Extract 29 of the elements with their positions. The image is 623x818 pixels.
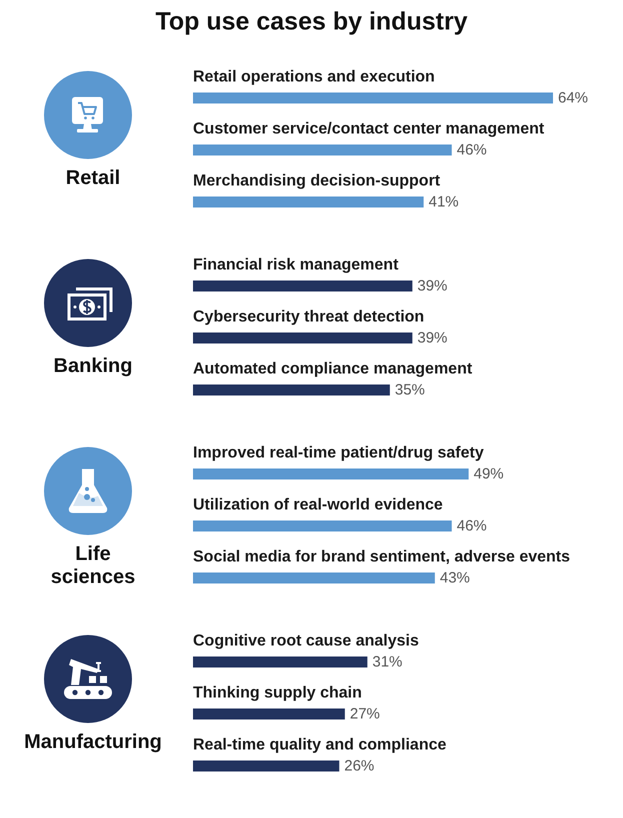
y-axis-title: Retail [66, 167, 120, 190]
data-label: 31% [372, 654, 402, 670]
y-tick-label: Cognitive root cause analysis [193, 632, 419, 650]
y-tick-label: Real-time quality and compliance [193, 736, 446, 754]
y-tick-label: Thinking supply chain [193, 684, 362, 702]
y-tick-label: Social media for brand sentiment, adverse events [193, 548, 570, 566]
y-tick-label: Improved real-time patient/drug safety [193, 444, 484, 462]
data-label: 46% [456, 142, 487, 158]
y-tick-label: Utilization of real-world evidence [193, 496, 443, 514]
y-tick-label: Merchandising decision-support [193, 172, 441, 190]
data-label: 39% [417, 330, 448, 346]
data-label: 46% [456, 518, 487, 534]
y-tick-label: Customer service/contact center management [193, 120, 545, 138]
data-label: 43% [440, 570, 470, 586]
y-tick-label: Financial risk management [193, 256, 400, 274]
data-label: 27% [350, 706, 380, 722]
data-label: 35% [394, 382, 425, 398]
chart-title: Top use cases by industry [155, 8, 468, 36]
data-label: 26% [344, 758, 374, 774]
data-label: 64% [558, 90, 588, 106]
data-label: 41% [428, 194, 459, 210]
y-axis-title: Life sciences [50, 543, 136, 589]
y-tick-label: Cybersecurity threat detection [193, 308, 424, 326]
y-tick-label: Retail operations and execution [193, 68, 435, 86]
data-label: 39% [417, 278, 448, 294]
y-axis-title: Manufacturing [24, 731, 162, 754]
y-tick-label: Automated compliance management [193, 360, 473, 378]
data-label: 49% [474, 466, 504, 482]
y-axis-title: Banking [54, 355, 132, 378]
